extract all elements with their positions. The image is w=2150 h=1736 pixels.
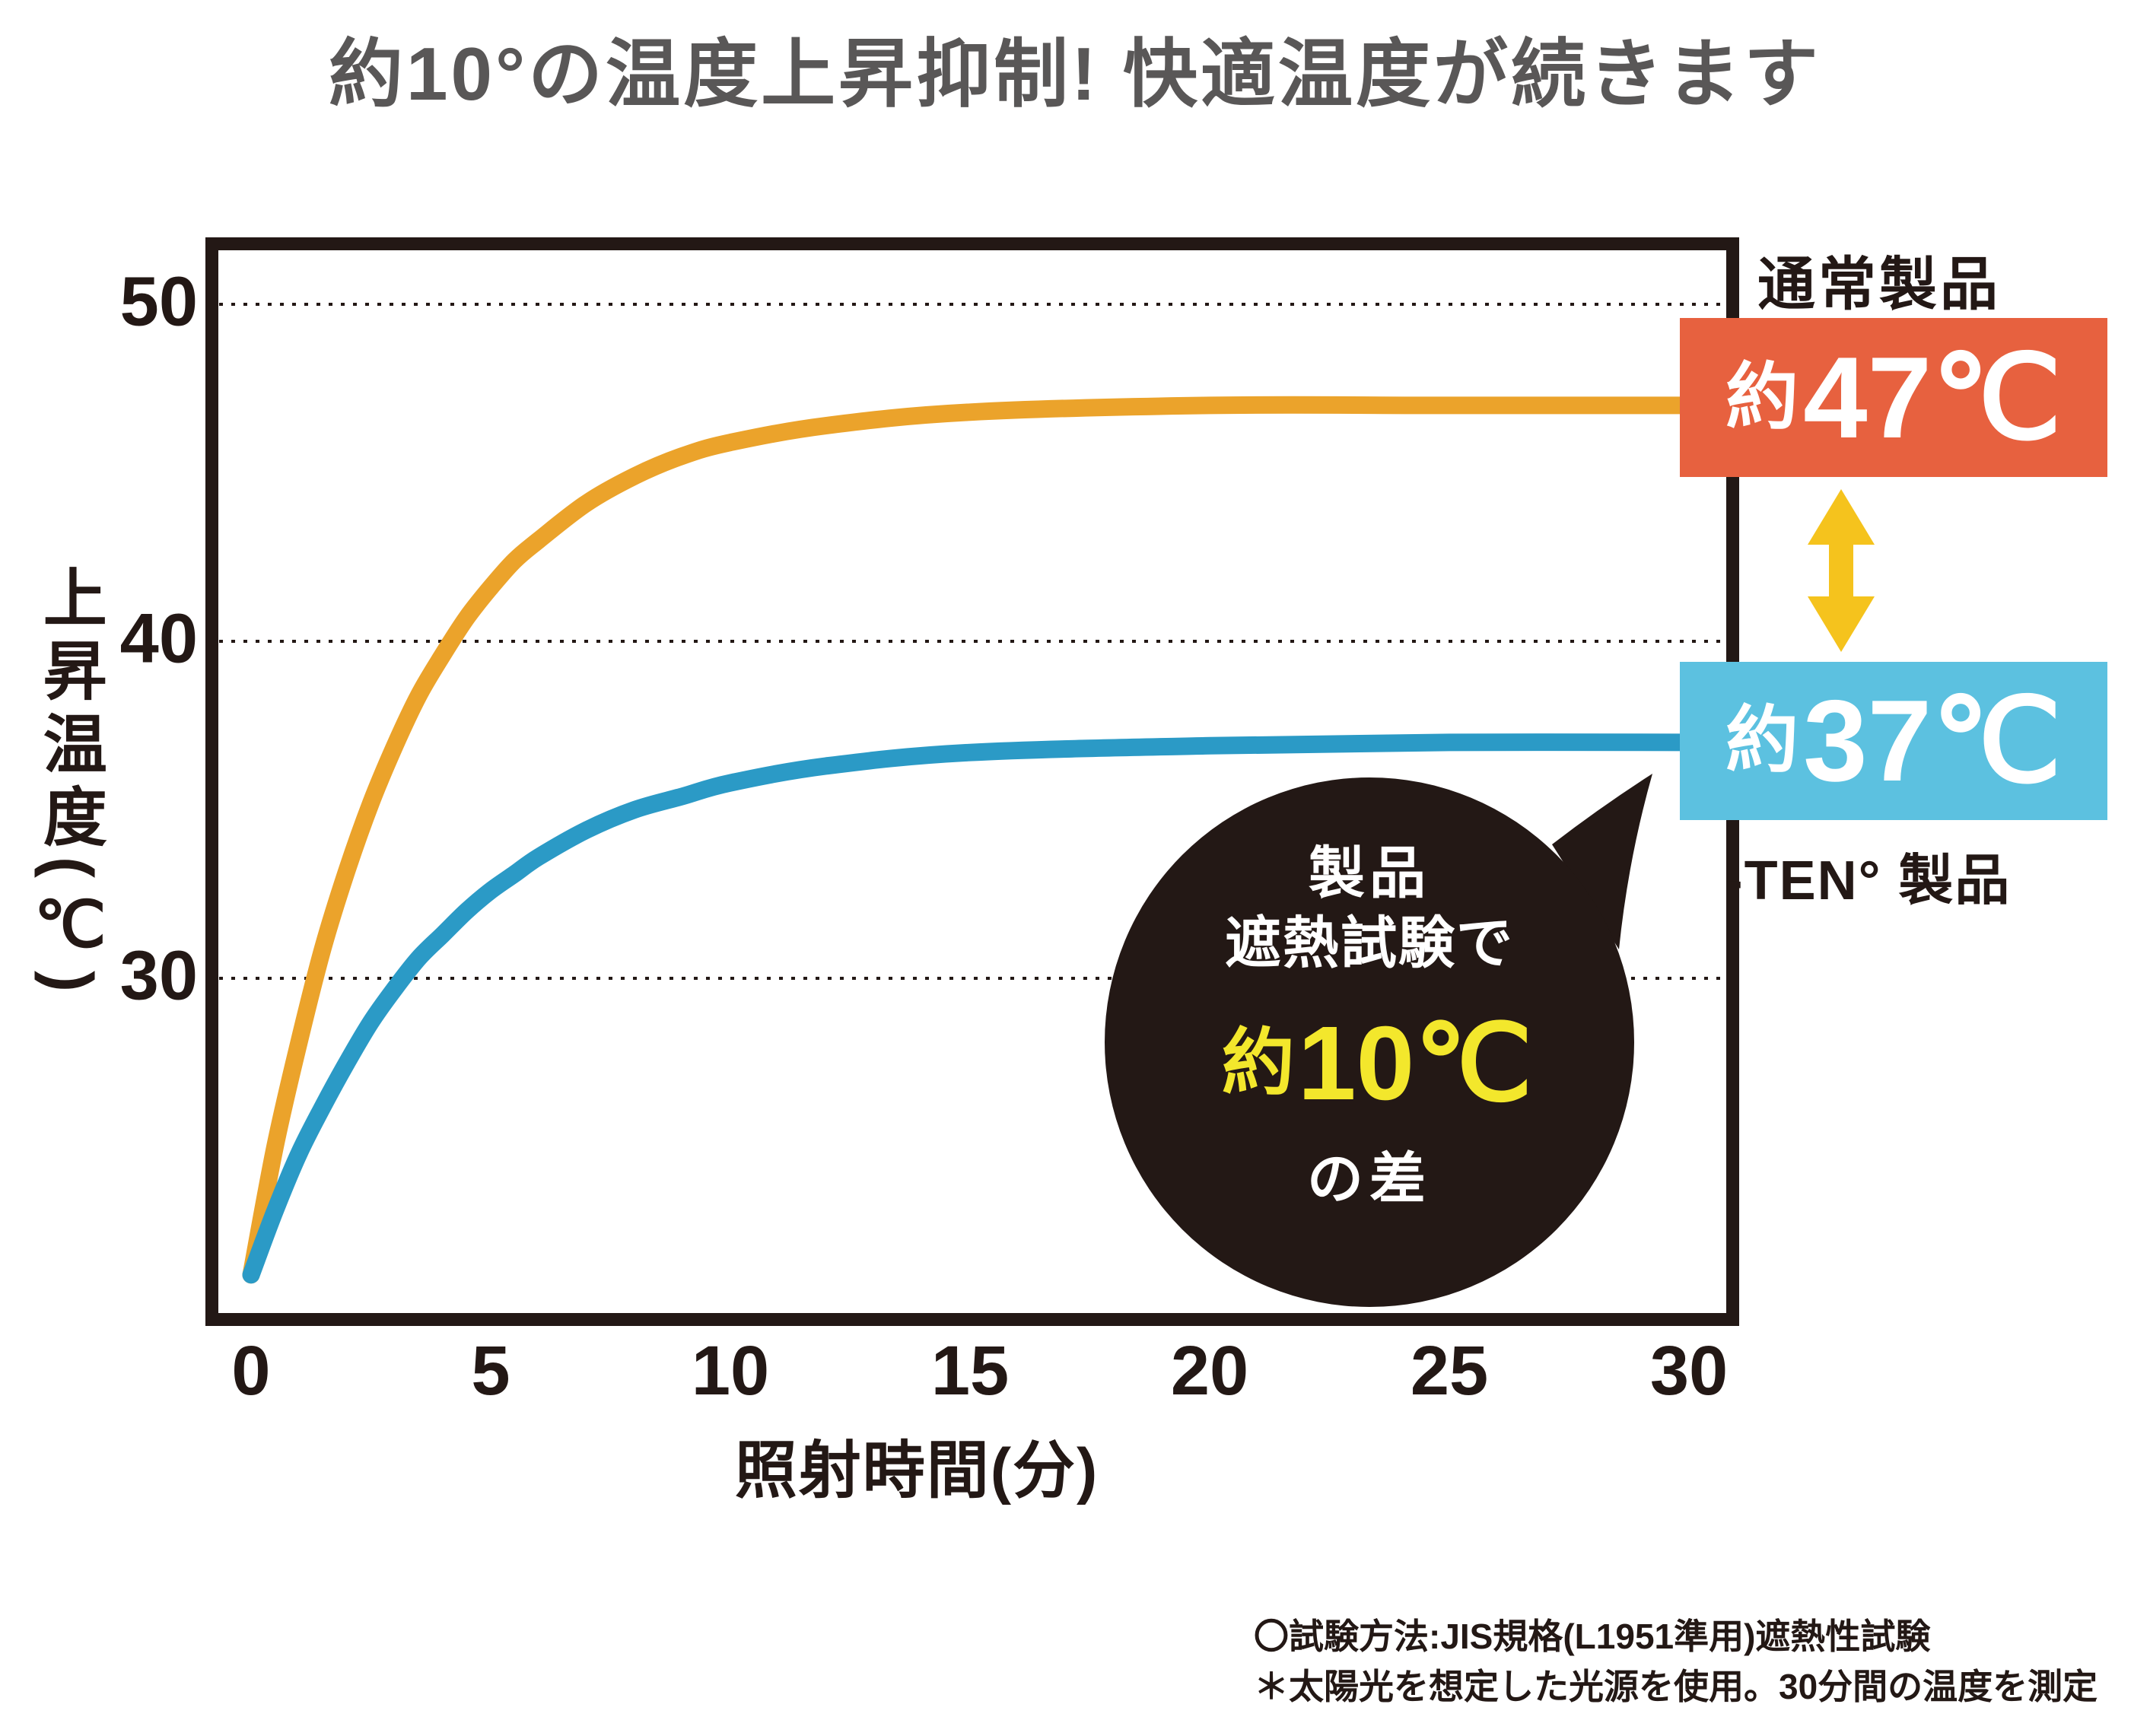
curve-normal xyxy=(242,396,1728,1284)
series-label-normal: 通常製品 xyxy=(1757,253,2001,317)
footnotes: 〇試験方法:JIS規格(L1951準用)遮熱性試験 ＊太陽光を想定した光源を使用… xyxy=(1254,1611,2098,1712)
y-tick-label-50: 50 xyxy=(119,262,198,341)
x-tick-label-5: 5 xyxy=(471,1332,510,1410)
speech-bubble-tail xyxy=(1552,774,1652,949)
x-tick-label-15: 15 xyxy=(930,1332,1010,1410)
badge-normal-prefix: 約 xyxy=(1725,356,1799,438)
footnote-line1: 〇試験方法:JIS規格(L1951準用)遮熱性試験 xyxy=(1254,1617,1931,1656)
badge-ten-prefix: 約 xyxy=(1725,700,1799,781)
speech-bubble-circle xyxy=(1105,777,1634,1307)
curves xyxy=(242,396,1728,1284)
badge-ten-value: 37℃ xyxy=(1803,676,2062,806)
bubble-text-line2: 遮熱試験で xyxy=(1225,911,1514,975)
x-tick-label-20: 20 xyxy=(1170,1332,1249,1410)
x-tick-label-25: 25 xyxy=(1410,1332,1489,1410)
updown-arrow-icon xyxy=(1808,489,1875,652)
bubble-text-line4: の差 xyxy=(1307,1147,1432,1210)
x-tick-label-30: 30 xyxy=(1649,1332,1729,1410)
bubble-highlight-prefix: 約 xyxy=(1221,1022,1295,1104)
footnote-line2: ＊太陽光を想定した光源を使用。30分間の温度を測定 xyxy=(1254,1667,2098,1707)
y-tick-label-30: 30 xyxy=(119,936,198,1015)
bubble-text-line1: 製品 xyxy=(1309,841,1430,905)
temperature-badge-normal: 約 47℃ xyxy=(1680,318,2107,477)
page-title: 約10°の温度上昇抑制! 快適温度が続きます xyxy=(328,32,1822,116)
series-label-ten: -TEN° 製品 xyxy=(1724,851,2012,911)
x-tick-label-0: 0 xyxy=(231,1332,271,1410)
y-tick-label-40: 40 xyxy=(119,599,198,678)
x-axis-title: 照射時間(分) xyxy=(734,1436,1099,1505)
x-tick-label-10: 10 xyxy=(691,1332,770,1410)
bubble-highlight-value: 10℃ xyxy=(1297,1005,1533,1122)
badge-normal-value: 47℃ xyxy=(1803,332,2062,463)
temperature-badge-ten: 約 37℃ xyxy=(1680,662,2107,820)
curve-ten xyxy=(242,733,1728,1284)
y-axis-title: 上昇温度(℃) xyxy=(34,564,107,1001)
bubble-highlight-text: 約 10℃ xyxy=(1222,1011,1532,1116)
